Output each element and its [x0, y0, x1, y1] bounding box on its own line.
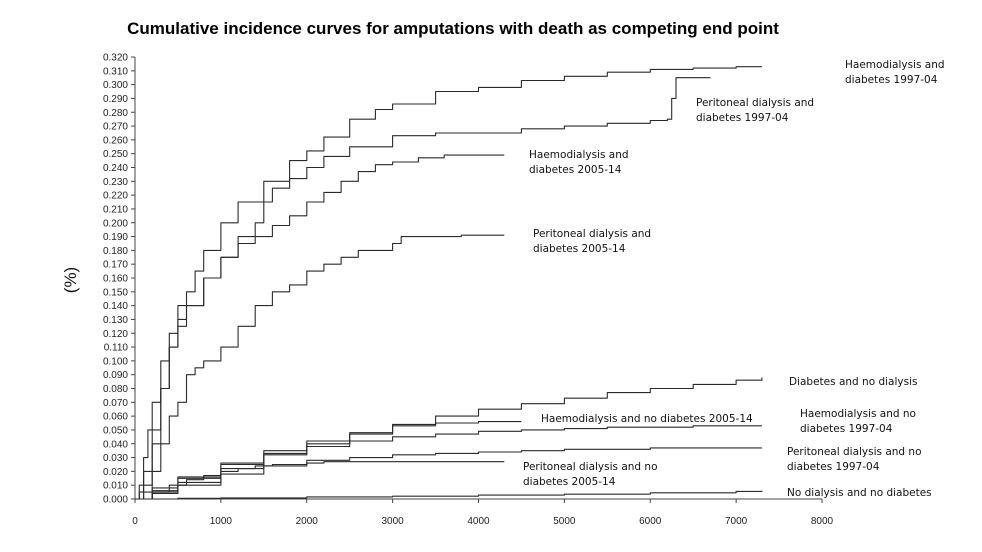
series-curve-8 — [135, 447, 762, 500]
series-curve-3 — [135, 154, 505, 500]
x-tick-label: 2000 — [296, 516, 319, 527]
y-tick-label: 0.150 — [103, 287, 128, 298]
series-labels: Haemodialysis and diabetes 1997-04 Periton… — [523, 59, 945, 499]
y-tick-label: 0.110 — [104, 343, 129, 354]
series-label-10: No dialysis and no diabetes — [787, 487, 932, 499]
y-tick-label: 0.060 — [103, 412, 128, 423]
x-tick-label: 6000 — [639, 516, 662, 527]
series-label-1: diabetes 1997-04 — [845, 74, 938, 86]
x-tick-label: 3000 — [382, 516, 405, 527]
y-tick-label: 0.030 — [103, 453, 128, 464]
y-tick-label: 0.130 — [103, 315, 128, 326]
y-tick-label: 0.050 — [103, 425, 128, 436]
curves — [135, 66, 763, 500]
series-label-5: Diabetes and no dialysis — [789, 376, 917, 388]
y-tick-label: 0.230 — [103, 177, 128, 188]
y-tick-label: 0.090 — [103, 370, 128, 381]
series-label-4: Peritoneal dialysis and — [533, 228, 651, 240]
x-tick-label: 0 — [132, 516, 138, 527]
series-label-4: diabetes 2005-14 — [533, 243, 626, 255]
series-label-2: Peritoneal dialysis and — [696, 97, 814, 109]
y-tick-label: 0.280 — [103, 108, 128, 119]
y-tick-label: 0.100 — [103, 356, 128, 367]
series-curve-9 — [135, 461, 505, 500]
series-label-9: Peritoneal dialysis and no — [523, 461, 658, 473]
x-tick-label: 7000 — [725, 516, 748, 527]
series-curve-7 — [135, 425, 762, 500]
axes: 0.000 0.010 0.020 0.030 0.040 0.050 0.060 0.070… — [103, 53, 834, 528]
series-curve-4 — [135, 234, 505, 500]
y-tick-label: 0.020 — [103, 467, 128, 478]
y-tick-label: 0.210 — [103, 204, 128, 215]
y-tick-label: 0.040 — [103, 439, 128, 450]
y-tick-label: 0.170 — [103, 260, 128, 271]
series-label-1: Haemodialysis and — [845, 59, 945, 71]
x-tick-label: 8000 — [811, 516, 834, 527]
y-tick-label: 0.070 — [103, 398, 128, 409]
y-tick-label: 0.310 — [103, 66, 128, 77]
series-curve-2 — [135, 77, 711, 500]
y-tick-label: 0.300 — [103, 80, 128, 91]
y-tick-label: 0.190 — [103, 232, 128, 243]
series-label-7: diabetes 1997-04 — [800, 423, 893, 435]
series-label-8: Peritoneal dialysis and no — [787, 446, 922, 458]
series-curve-10 — [135, 490, 763, 500]
y-tick-label: 0.260 — [103, 135, 128, 146]
series-label-8: diabetes 1997-04 — [787, 461, 880, 473]
y-tick-label: 0.010 — [103, 481, 128, 492]
y-tick-label: 0.290 — [103, 94, 128, 105]
series-curve-5 — [135, 377, 763, 500]
y-tick-label: 0.200 — [103, 218, 128, 229]
series-label-6: Haemodialysis and no diabetes 2005-14 — [541, 413, 753, 425]
y-tick-label: 0.080 — [103, 384, 128, 395]
y-tick-label: 0.140 — [103, 301, 128, 312]
y-tick-label: 0.270 — [103, 122, 128, 133]
x-tick-label: 4000 — [467, 516, 490, 527]
y-tick-label: 0.240 — [103, 163, 128, 174]
y-tick-label: 0.320 — [103, 53, 128, 64]
y-axis-label: (%) — [61, 267, 80, 293]
chart-title: Cumulative incidence curves for amputati… — [127, 19, 779, 38]
x-tick-label: 5000 — [553, 516, 576, 527]
series-label-3: diabetes 2005-14 — [529, 164, 622, 176]
y-tick-label: 0.250 — [103, 149, 128, 160]
series-label-9: diabetes 2005-14 — [523, 476, 616, 488]
y-tick-label: 0.000 — [103, 495, 128, 506]
y-tick-label: 0.160 — [103, 274, 128, 285]
series-label-2: diabetes 1997-04 — [696, 112, 789, 124]
y-tick-label: 0.220 — [103, 191, 128, 202]
series-label-7: Haemodialysis and no — [800, 408, 916, 420]
y-tick-label: 0.180 — [103, 246, 128, 257]
x-tick-label: 1000 — [210, 516, 233, 527]
series-label-3: Haemodialysis and — [529, 149, 629, 161]
y-tick-label: 0.120 — [103, 329, 128, 340]
